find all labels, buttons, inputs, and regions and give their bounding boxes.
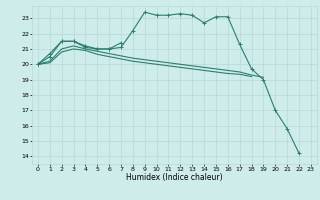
X-axis label: Humidex (Indice chaleur): Humidex (Indice chaleur) [126, 173, 223, 182]
